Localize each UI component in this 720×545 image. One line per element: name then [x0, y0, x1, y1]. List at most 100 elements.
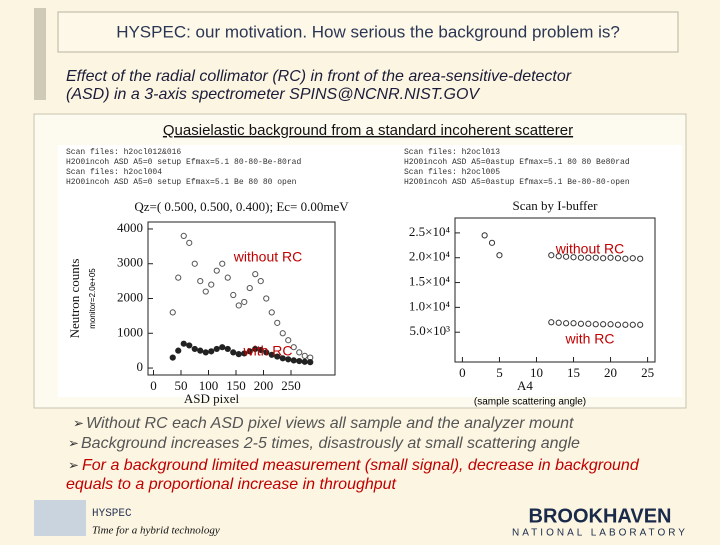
- data-point: [592, 254, 599, 261]
- data-point: [257, 346, 264, 354]
- annotation: with RC: [242, 343, 292, 359]
- y-tick-label: 0: [137, 359, 144, 374]
- data-point: [191, 345, 198, 353]
- x-tick-label: 25: [641, 365, 654, 380]
- data-point: [622, 321, 629, 328]
- bullet: For a background limited measurement (sm…: [66, 457, 639, 493]
- data-point: [563, 253, 570, 260]
- data-point: [570, 254, 577, 261]
- data-point: [230, 349, 237, 356]
- data-point: [169, 354, 176, 361]
- data-point: [577, 320, 585, 327]
- data-point: [186, 239, 193, 246]
- bullet-icon: ➢: [68, 457, 79, 472]
- scan-info: H2O0incoh ASD A5=0 setup Efmax=5.1 80-80…: [66, 158, 301, 167]
- data-point: [577, 254, 585, 261]
- x-axis-label: ASD pixel: [184, 391, 240, 406]
- data-point: [235, 302, 242, 309]
- data-point: [296, 349, 303, 356]
- bullet: Without RC each ASD pixel views all samp…: [86, 415, 574, 432]
- data-point: [186, 342, 193, 349]
- data-point: [191, 260, 198, 267]
- y-tick-label: 1000: [117, 324, 143, 339]
- data-point: [555, 319, 562, 326]
- data-point: [175, 347, 182, 354]
- data-point: [268, 309, 275, 316]
- data-point: [607, 254, 614, 261]
- bullet: Background increases 2-5 times, disastro…: [81, 435, 580, 452]
- data-point: [224, 274, 231, 281]
- data-point: [274, 319, 281, 326]
- data-point: [285, 337, 292, 344]
- data-point: [274, 353, 281, 360]
- monitor-label: monitor=2.0e+05: [88, 268, 97, 329]
- y-tick-label: 1.5×10⁴: [409, 274, 451, 289]
- scan-info: H2O0incoh ASD A5=0 setup Efmax=5.1 Be 80…: [66, 178, 297, 187]
- annotation: with RC: [564, 331, 614, 347]
- data-point: [488, 239, 496, 246]
- x-tick-label: 5: [496, 365, 503, 380]
- x-axis-note: (sample scattering angle): [474, 397, 586, 408]
- data-point: [197, 278, 204, 285]
- x-axis-label: A4: [517, 378, 533, 393]
- data-point: [629, 321, 636, 328]
- data-point: [548, 319, 555, 326]
- x-tick-label: 150: [226, 378, 246, 393]
- scan-info: Scan files: h2ocl004: [66, 168, 162, 177]
- bullet-icon: ➢: [68, 435, 79, 450]
- x-tick-label: 10: [530, 365, 543, 380]
- data-point: [263, 349, 270, 356]
- data-point: [301, 358, 308, 365]
- logo: BROOKHAVEN: [529, 505, 672, 527]
- x-tick-label: 0: [150, 378, 157, 393]
- data-point: [600, 255, 607, 262]
- data-point: [592, 321, 599, 328]
- scan-info: Scan files: h2ocl012&016: [66, 148, 181, 157]
- data-point: [263, 295, 270, 302]
- data-point: [175, 274, 182, 281]
- data-point: [301, 352, 308, 359]
- data-point: [235, 351, 242, 358]
- title: HYSPEC: our motivation. How serious the …: [116, 22, 620, 41]
- data-point: [241, 350, 248, 357]
- data-point: [607, 321, 614, 328]
- data-point: [614, 321, 622, 328]
- plot-area: [58, 145, 682, 397]
- data-point: [585, 320, 592, 327]
- data-point: [208, 348, 215, 355]
- data-point: [548, 252, 555, 259]
- data-point: [268, 351, 275, 358]
- data-point: [629, 255, 636, 262]
- annotation: without RC: [555, 241, 624, 257]
- data-point: [555, 253, 562, 260]
- x-tick-label: 0: [459, 365, 466, 380]
- x-tick-label: 50: [175, 378, 188, 393]
- data-point: [279, 330, 286, 337]
- title-box: [57, 11, 679, 53]
- bullet-wrap: For a background limited measurement (sm…: [66, 457, 639, 493]
- x-tick-label: 250: [281, 378, 301, 393]
- data-point: [197, 347, 204, 354]
- annotation: without RC: [233, 249, 302, 265]
- data-point: [241, 298, 248, 306]
- y-axis-label: Neutron counts: [67, 259, 82, 339]
- y-tick-label: 2000: [117, 289, 143, 304]
- bullet-icon: ➢: [73, 415, 84, 430]
- data-point: [614, 255, 622, 262]
- data-point: [290, 344, 297, 351]
- data-point: [296, 357, 303, 365]
- data-point: [224, 345, 231, 353]
- y-tick-label: 4000: [117, 220, 143, 235]
- side-bar: [34, 8, 46, 100]
- data-point: [637, 255, 644, 262]
- data-point: [219, 344, 226, 351]
- panel-title: Quasielastic background from a standard …: [163, 122, 573, 139]
- y-tick-label: 3000: [117, 255, 143, 270]
- data-point: [622, 255, 629, 262]
- data-point: [246, 284, 253, 292]
- chart-subtitle: Qz=( 0.500, 0.500, 0.400); Ec= 0.00meV: [134, 199, 349, 214]
- footer-name: HYSPEC: [92, 508, 132, 520]
- data-point: [585, 254, 592, 261]
